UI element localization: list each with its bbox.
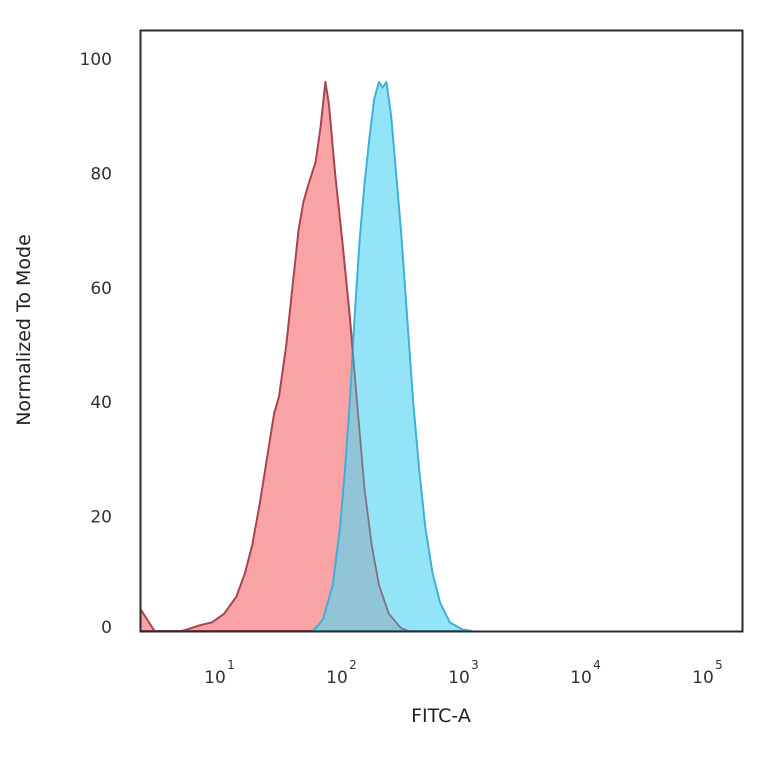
x-tick-exponent: 5 [715, 658, 723, 672]
y-tick-label: 80 [90, 164, 112, 184]
x-tick-label: 10 [692, 668, 714, 688]
x-tick-exponent: 2 [349, 658, 357, 672]
y-tick-label: 40 [90, 393, 112, 413]
y-axis-title: Normalized To Mode [13, 234, 35, 426]
x-tick-label: 10 [448, 668, 470, 688]
y-tick-label: 0 [101, 618, 112, 638]
y-tick-label: 60 [90, 279, 112, 299]
y-axis-ticks: 0 20 40 60 80 100 [80, 50, 112, 638]
x-tick-exponent: 4 [593, 658, 601, 672]
plot-background [141, 31, 742, 631]
y-tick-label: 20 [90, 508, 112, 528]
x-tick-label: 10 [204, 668, 226, 688]
histogram-antibody-stained [312, 80, 473, 631]
y-tick-label: 100 [80, 50, 112, 70]
control-outline [141, 81, 409, 631]
x-axis-title: FITC-A [411, 705, 471, 727]
histogram-series [141, 80, 473, 631]
plot-frame [139, 29, 744, 633]
x-tick-label: 10 [570, 668, 592, 688]
x-tick-label: 10 [326, 668, 348, 688]
x-tick-exponent: 1 [227, 658, 235, 672]
x-tick-exponent: 3 [471, 658, 479, 672]
